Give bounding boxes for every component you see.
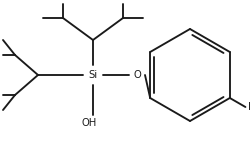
Text: Si: Si xyxy=(88,70,97,80)
Text: OH: OH xyxy=(81,118,96,128)
Text: I: I xyxy=(248,102,250,112)
Text: O: O xyxy=(132,70,140,80)
